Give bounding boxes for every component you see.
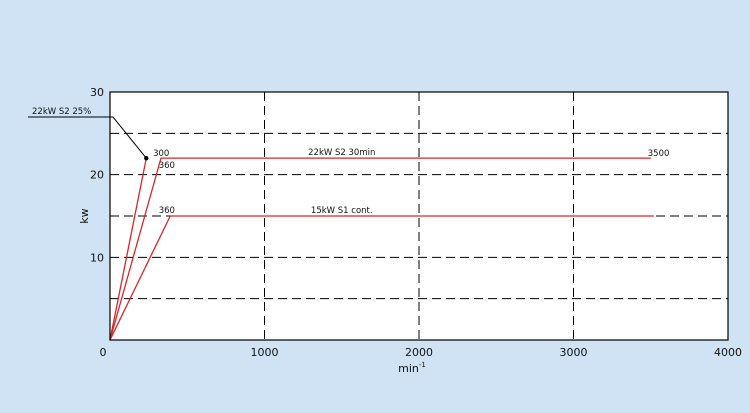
annotation-label: 360	[159, 206, 175, 216]
annotation-label: 3500	[648, 149, 670, 159]
x-tick-label: 2000	[405, 346, 433, 359]
y-tick-label: 20	[90, 169, 104, 182]
y-axis-label: kw	[78, 208, 91, 223]
callout-label: 22kW S2 25%	[32, 107, 91, 117]
plot-frame	[109, 91, 729, 341]
x-tick-label: 1000	[251, 346, 279, 359]
x-axis-label-exponent: -1	[419, 361, 426, 369]
annotation-label: 360	[159, 161, 175, 171]
x-tick-labels: 0 1000 2000 3000 4000	[100, 346, 743, 359]
y-tick-labels: 10 20 30	[90, 86, 104, 264]
annotation-label: 300	[153, 149, 169, 159]
x-axis-label-unit: min	[398, 362, 419, 375]
curves	[109, 157, 654, 341]
series-line	[109, 215, 654, 341]
annotation-label: 15kW S1 cont.	[311, 206, 373, 216]
x-tick-label: 4000	[714, 346, 742, 359]
callout-dot	[144, 155, 149, 161]
x-tick-label: 0	[100, 346, 107, 359]
annotation-label: 22kW S2 30min	[308, 148, 375, 158]
x-axis-label: min-1	[398, 361, 426, 375]
series-line	[109, 158, 147, 341]
series-line	[109, 157, 651, 341]
callout-line	[28, 116, 147, 159]
y-tick-label: 10	[90, 251, 104, 264]
y-tick-label: 30	[90, 86, 104, 99]
annotations: 22kW S2 25% 300 360 22kW S2 30min 3500 360 15k…	[28, 107, 669, 216]
x-tick-label: 3000	[560, 346, 588, 359]
